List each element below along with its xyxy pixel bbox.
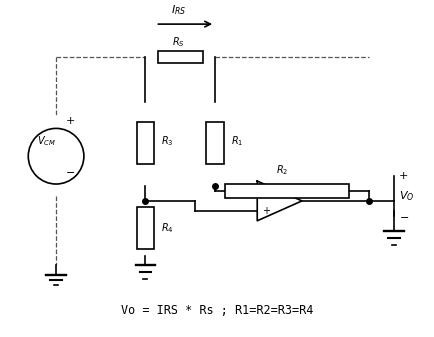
Text: $I_{RS}$: $I_{RS}$ bbox=[171, 3, 186, 17]
Text: $-$: $-$ bbox=[262, 186, 271, 196]
Text: $V_{CM}$: $V_{CM}$ bbox=[36, 134, 56, 148]
Text: $V_O$: $V_O$ bbox=[399, 189, 414, 203]
Bar bbox=[225, 184, 349, 198]
Bar bbox=[137, 207, 155, 249]
Text: $R_1$: $R_1$ bbox=[231, 134, 243, 148]
Text: $R_3$: $R_3$ bbox=[161, 134, 174, 148]
Text: $R_2$: $R_2$ bbox=[276, 163, 288, 177]
Text: $-$: $-$ bbox=[399, 211, 409, 221]
Bar bbox=[158, 51, 203, 63]
Bar bbox=[137, 122, 155, 164]
Text: $R_4$: $R_4$ bbox=[161, 221, 174, 235]
Text: $R_S$: $R_S$ bbox=[172, 35, 185, 49]
Text: $+$: $+$ bbox=[262, 205, 271, 216]
Bar bbox=[206, 122, 224, 164]
Text: +: + bbox=[399, 171, 408, 181]
Text: +: + bbox=[65, 117, 75, 126]
Text: Vo = IRS * Rs ; R1=R2=R3=R4: Vo = IRS * Rs ; R1=R2=R3=R4 bbox=[121, 304, 313, 317]
Text: $-$: $-$ bbox=[65, 166, 75, 176]
